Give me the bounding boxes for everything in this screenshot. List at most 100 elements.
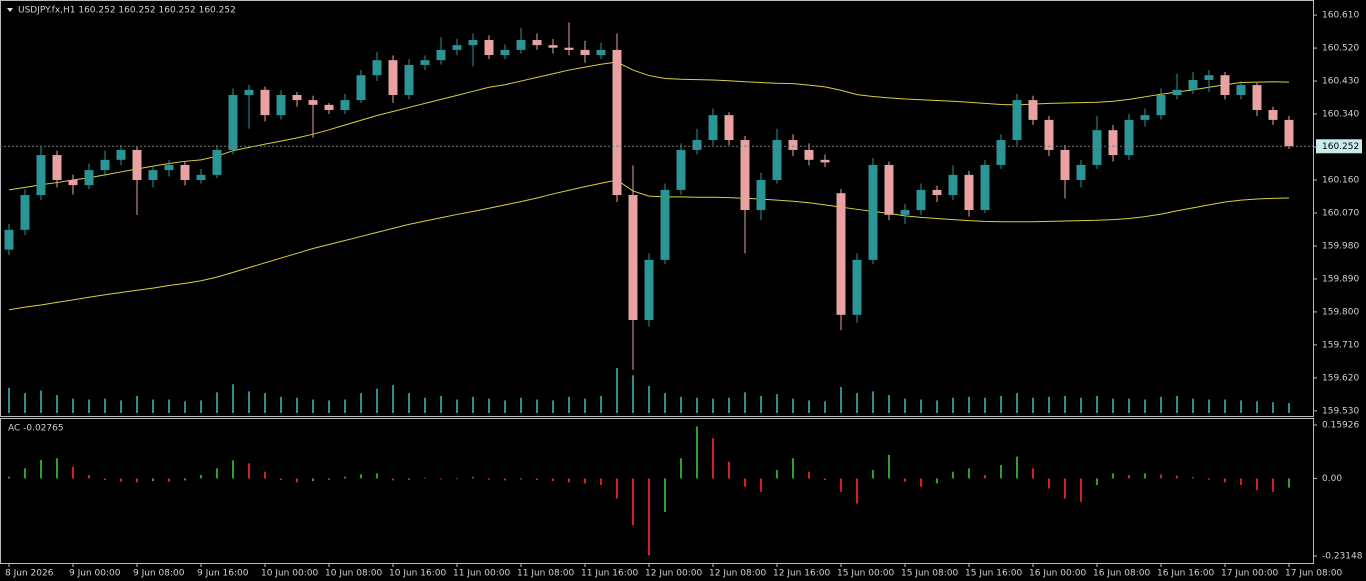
- candle-body: [1252, 85, 1262, 111]
- x-tick-label: 17 Jun 00:00: [1221, 569, 1278, 579]
- y-tick-label: 159.980: [1322, 241, 1359, 251]
- candle-body: [1220, 75, 1230, 95]
- candle-body: [1044, 119, 1054, 150]
- x-tick-label: 11 Jun 08:00: [517, 569, 574, 579]
- candle-body: [388, 60, 398, 95]
- candle-body: [324, 104, 334, 111]
- candle-body: [564, 47, 574, 50]
- candle-body: [1124, 119, 1134, 156]
- y-tick-label: -0.23148: [1322, 551, 1363, 561]
- candle-body: [820, 159, 830, 163]
- y-tick-label: 160.070: [1322, 208, 1359, 218]
- candle-body: [1076, 164, 1086, 180]
- candle-body: [932, 189, 942, 196]
- candle-body: [1028, 100, 1038, 120]
- candle-body: [132, 149, 142, 180]
- candle-body: [676, 149, 686, 190]
- x-tick-label: 15 Jun 16:00: [965, 569, 1022, 579]
- y-tick-label: 160.430: [1322, 77, 1359, 87]
- candle-body: [180, 164, 190, 180]
- candle-body: [228, 94, 238, 150]
- x-tick-label: 9 Jun 16:00: [197, 569, 249, 579]
- candle-body: [980, 164, 990, 211]
- candle-body: [1268, 110, 1278, 120]
- candle-body: [1060, 149, 1070, 180]
- candle-body: [484, 40, 494, 56]
- candle-body: [340, 100, 350, 111]
- collapse-icon[interactable]: [7, 8, 13, 12]
- x-tick-label: 12 Jun 16:00: [773, 569, 830, 579]
- indicator-window-frame: [0, 418, 1314, 564]
- x-tick-label: 9 Jun 08:00: [133, 569, 185, 579]
- main-window-frame: [0, 0, 1314, 417]
- y-tick-label: 160.520: [1322, 44, 1359, 54]
- x-tick-label: 11 Jun 00:00: [453, 569, 510, 579]
- moving-average: [8, 61, 1290, 191]
- y-tick-label: 0.15926: [1322, 421, 1359, 431]
- candle-body: [628, 195, 638, 320]
- y-tick-label: 159.710: [1322, 340, 1359, 350]
- candle-body: [708, 115, 718, 141]
- x-tick-label: 10 Jun 00:00: [261, 569, 318, 579]
- x-tick-label: 10 Jun 08:00: [325, 569, 382, 579]
- candle-body: [1188, 79, 1198, 90]
- x-tick-label: 16 Jun 16:00: [1157, 569, 1214, 579]
- candle-body: [36, 155, 46, 196]
- candle-body: [420, 60, 430, 65]
- candle-body: [404, 64, 414, 95]
- last-price-label: 160.252: [1322, 142, 1359, 152]
- candle-body: [436, 49, 446, 61]
- candle-body: [1172, 89, 1182, 95]
- candle-body: [260, 89, 270, 116]
- candle-body: [996, 140, 1006, 165]
- candle-body: [148, 170, 158, 180]
- x-tick-label: 11 Jun 16:00: [581, 569, 638, 579]
- last-price-box: [1316, 139, 1362, 154]
- candle-body: [580, 49, 590, 56]
- candle-body: [212, 149, 222, 175]
- y-tick-label: 0.00: [1322, 474, 1342, 484]
- y-tick-label: 159.800: [1322, 307, 1359, 317]
- candle-body: [884, 164, 894, 215]
- candle-body: [836, 193, 846, 315]
- candle-body: [20, 195, 30, 230]
- candle-body: [500, 49, 510, 56]
- candle-body: [756, 180, 766, 211]
- candle-body: [740, 140, 750, 211]
- candle-body: [1204, 75, 1214, 80]
- candle-body: [532, 40, 542, 46]
- candle-body: [68, 180, 78, 186]
- candle-body: [868, 164, 878, 260]
- x-tick-label: 16 Jun 00:00: [1029, 569, 1086, 579]
- candle-body: [644, 259, 654, 320]
- candle-body: [964, 174, 974, 211]
- candle-body: [452, 45, 462, 50]
- candle-body: [948, 174, 958, 196]
- candle-body: [612, 49, 622, 196]
- candle-body: [292, 94, 302, 101]
- y-tick-label: 159.890: [1322, 274, 1359, 284]
- x-tick-label: 16 Jun 08:00: [1093, 569, 1150, 579]
- indicator-title: AC -0.02765: [8, 424, 64, 434]
- y-tick-label: 159.620: [1322, 373, 1359, 383]
- y-tick-label: 160.160: [1322, 176, 1359, 186]
- y-tick-label: 160.610: [1322, 11, 1359, 21]
- candle-body: [52, 155, 62, 180]
- candle-body: [916, 189, 926, 211]
- moving-average: [8, 179, 1290, 311]
- candle-body: [548, 45, 558, 48]
- candle-body: [692, 140, 702, 150]
- candle-body: [244, 89, 254, 95]
- candle-body: [196, 174, 206, 180]
- candle-body: [276, 94, 286, 116]
- candle-body: [1236, 85, 1246, 95]
- x-tick-label: 12 Jun 00:00: [645, 569, 702, 579]
- candle-body: [772, 140, 782, 180]
- candle-body: [852, 259, 862, 315]
- candle-body: [1156, 94, 1166, 116]
- x-tick-label: 15 Jun 08:00: [901, 569, 958, 579]
- candle-body: [164, 164, 174, 171]
- candle-body: [788, 140, 798, 150]
